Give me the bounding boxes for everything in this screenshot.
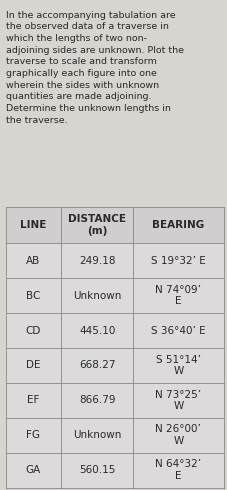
Text: 249.18: 249.18 [79, 256, 116, 266]
Text: S 19°32’ E: S 19°32’ E [151, 256, 206, 266]
Text: N 64°32’
E: N 64°32’ E [155, 459, 201, 481]
Text: Unknown: Unknown [73, 430, 121, 440]
Text: CD: CD [26, 325, 41, 336]
Bar [6, 278, 224, 313]
Text: Unknown: Unknown [73, 291, 121, 301]
Text: 560.15: 560.15 [79, 465, 115, 475]
Text: N 26°00’
W: N 26°00’ W [155, 424, 201, 446]
Text: N 73°25’
W: N 73°25’ W [155, 390, 201, 411]
Text: 866.79: 866.79 [79, 395, 116, 405]
Bar [6, 243, 224, 278]
Text: FG: FG [27, 430, 40, 440]
Text: 668.27: 668.27 [79, 361, 116, 370]
Bar [6, 453, 224, 488]
Bar [6, 313, 224, 348]
Text: S 36°40’ E: S 36°40’ E [151, 325, 206, 336]
Bar [6, 383, 224, 418]
Text: GA: GA [26, 465, 41, 475]
Bar [6, 348, 224, 383]
Text: LINE: LINE [20, 220, 47, 230]
Text: In the accompanying tabulation are
the observed data of a traverse in
which the : In the accompanying tabulation are the o… [6, 11, 184, 125]
Text: EF: EF [27, 395, 40, 405]
Text: DISTANCE
(m): DISTANCE (m) [68, 214, 126, 236]
Text: N 74°09’
E: N 74°09’ E [155, 285, 201, 306]
Text: 445.10: 445.10 [79, 325, 115, 336]
Text: BC: BC [26, 291, 41, 301]
Bar [6, 418, 224, 453]
Text: AB: AB [26, 256, 41, 266]
Text: DE: DE [26, 361, 41, 370]
Bar [6, 207, 224, 243]
Text: S 51°14’
W: S 51°14’ W [156, 355, 201, 376]
Text: BEARING: BEARING [152, 220, 205, 230]
